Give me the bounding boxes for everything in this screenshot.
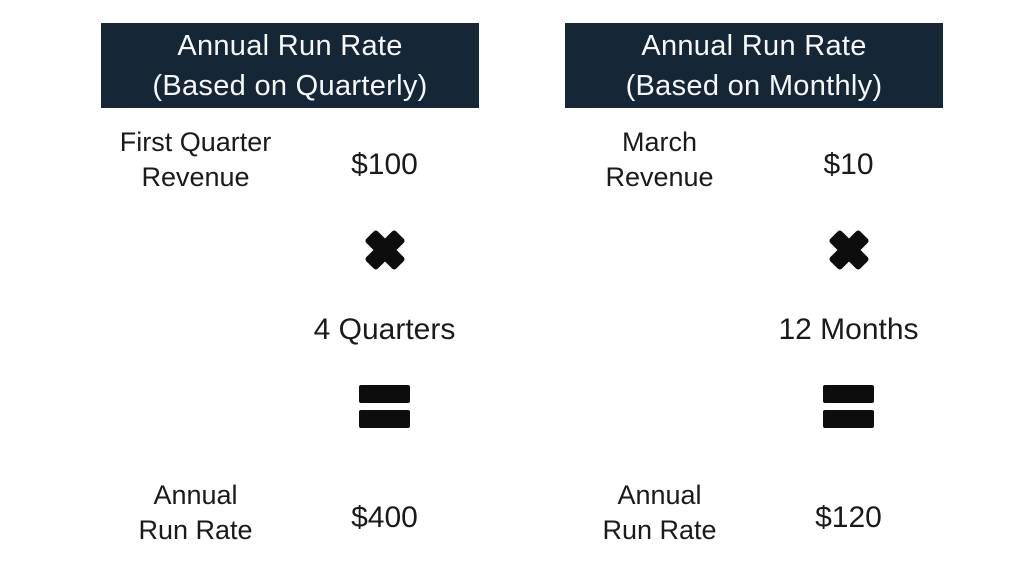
monthly-header: Annual Run Rate (Based on Monthly) [565, 23, 943, 108]
result-label-line2: Run Rate [602, 515, 717, 545]
quarterly-multiplier-label: 4 Quarters [313, 313, 456, 346]
input-label-line2: Revenue [141, 162, 250, 192]
input-label-line1: March [621, 127, 697, 157]
multiply-icon [290, 223, 479, 277]
header-title-line2: (Based on Quarterly) [152, 69, 428, 102]
monthly-multiplier-label: 12 Months [778, 313, 919, 346]
equals-icon [754, 385, 943, 428]
monthly-result-row: Annual Run Rate $120 [565, 475, 943, 551]
equals-bar-top [359, 385, 410, 403]
quarterly-result-row: Annual Run Rate $400 [101, 475, 479, 551]
monthly-input-row: March Revenue $10 [565, 122, 943, 198]
monthly-column: Annual Run Rate (Based on Monthly) March… [565, 0, 943, 576]
input-label-line1: First Quarter [119, 127, 272, 157]
equals-icon [290, 385, 479, 428]
quarterly-header: Annual Run Rate (Based on Quarterly) [101, 23, 479, 108]
input-label-line2: Revenue [605, 162, 714, 192]
monthly-result-value: $120 [815, 501, 882, 534]
monthly-result-label: Annual Run Rate [565, 475, 754, 551]
monthly-input-value: $10 [823, 148, 874, 181]
header-title-line2: (Based on Monthly) [625, 69, 883, 102]
result-label-line2: Run Rate [138, 515, 253, 545]
equals-bar-top [823, 385, 874, 403]
monthly-input-label: March Revenue [565, 122, 754, 198]
quarterly-input-value: $100 [351, 148, 418, 181]
header-title-line1: Annual Run Rate [641, 29, 867, 62]
header-title-line1: Annual Run Rate [177, 29, 403, 62]
quarterly-result-value: $400 [351, 501, 418, 534]
result-label-line1: Annual [617, 480, 702, 510]
equals-bar-bottom [359, 410, 410, 428]
result-label-line1: Annual [153, 480, 238, 510]
quarterly-column: Annual Run Rate (Based on Quarterly) Fir… [101, 0, 479, 576]
quarterly-input-row: First Quarter Revenue $100 [101, 122, 479, 198]
equals-bar-bottom [823, 410, 874, 428]
multiply-icon [754, 223, 943, 277]
quarterly-result-label: Annual Run Rate [101, 475, 290, 551]
quarterly-input-label: First Quarter Revenue [101, 122, 290, 198]
